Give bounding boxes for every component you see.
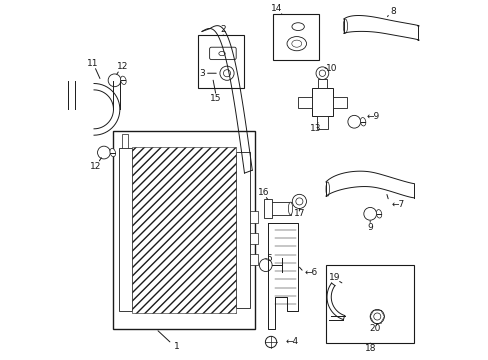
Bar: [132, 147, 235, 313]
Bar: [316, 116, 327, 129]
Text: ←9: ←9: [366, 112, 379, 121]
Circle shape: [97, 146, 110, 159]
Bar: [325, 265, 414, 343]
Ellipse shape: [219, 51, 225, 56]
Text: ←4: ←4: [285, 337, 298, 346]
Text: 16: 16: [258, 188, 269, 197]
FancyBboxPatch shape: [209, 47, 236, 60]
Ellipse shape: [291, 40, 301, 47]
Text: 15: 15: [210, 94, 222, 103]
Text: 12: 12: [90, 162, 101, 171]
Circle shape: [108, 74, 121, 87]
Text: ←7: ←7: [391, 200, 404, 209]
Ellipse shape: [343, 19, 347, 33]
Ellipse shape: [288, 202, 292, 215]
Text: 13: 13: [309, 124, 321, 133]
Text: 5: 5: [266, 253, 272, 262]
Text: 18: 18: [364, 344, 375, 353]
Circle shape: [223, 70, 230, 77]
Bar: [264, 199, 271, 219]
Text: 14: 14: [270, 4, 282, 13]
Text: 3: 3: [199, 69, 204, 78]
Circle shape: [259, 259, 271, 271]
Circle shape: [347, 115, 360, 128]
Text: 8: 8: [389, 8, 395, 17]
Bar: [113, 131, 255, 329]
Ellipse shape: [376, 210, 381, 218]
Text: 11: 11: [86, 59, 98, 68]
Circle shape: [295, 198, 302, 205]
Bar: [249, 254, 257, 265]
Bar: [272, 14, 318, 60]
Ellipse shape: [360, 117, 365, 126]
Bar: [119, 148, 132, 311]
Bar: [198, 35, 244, 88]
Text: 19: 19: [328, 273, 340, 282]
Circle shape: [220, 66, 234, 80]
Circle shape: [363, 207, 376, 220]
Circle shape: [292, 194, 306, 208]
Text: 17: 17: [293, 209, 305, 218]
Circle shape: [265, 336, 276, 348]
Ellipse shape: [121, 76, 126, 85]
Text: 20: 20: [369, 324, 381, 333]
Bar: [318, 79, 326, 88]
Ellipse shape: [286, 37, 306, 51]
Circle shape: [369, 309, 384, 324]
Circle shape: [319, 70, 325, 76]
Ellipse shape: [325, 182, 329, 196]
Circle shape: [373, 313, 380, 320]
Bar: [267, 202, 290, 215]
Bar: [122, 134, 128, 148]
Text: 1: 1: [174, 342, 180, 351]
Text: 2: 2: [220, 25, 225, 34]
Ellipse shape: [265, 202, 269, 215]
Bar: [249, 211, 257, 223]
Bar: [332, 97, 346, 108]
Ellipse shape: [110, 148, 115, 157]
Text: ←6: ←6: [304, 268, 317, 277]
Circle shape: [315, 67, 328, 80]
Bar: [249, 233, 257, 244]
Bar: [235, 152, 249, 308]
Ellipse shape: [291, 23, 304, 31]
Text: 12: 12: [117, 62, 128, 71]
Text: 9: 9: [366, 224, 372, 233]
Bar: [297, 97, 311, 108]
Text: 10: 10: [325, 64, 336, 73]
Bar: [311, 88, 332, 116]
